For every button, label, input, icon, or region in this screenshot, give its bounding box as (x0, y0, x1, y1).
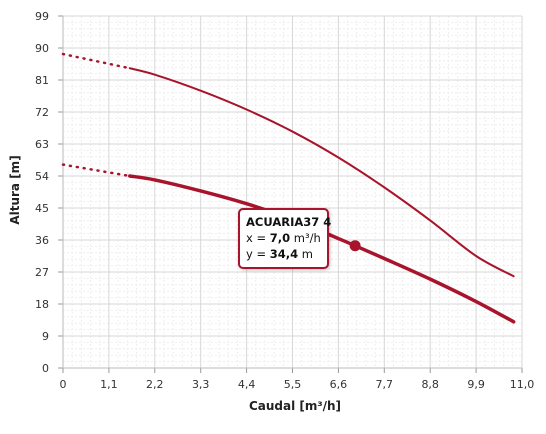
axes: 0 1,1 2,2 3,3 4,4 5,5 6,6 7,7 8,8 9,9 11,0 0 9 18 27 36… (35, 10, 534, 391)
tooltip-y-label: y = (246, 247, 267, 261)
x-tick-label: 4,4 (238, 378, 256, 391)
y-tick-label: 36 (35, 234, 49, 247)
tooltip-y-unit: m (301, 247, 313, 261)
x-tick-label: 9,9 (467, 378, 485, 391)
y-tick-label: 90 (35, 42, 49, 55)
tooltip-x-row: x = 7,0 m³/h (246, 230, 321, 246)
x-tick-label: 8,8 (421, 378, 439, 391)
y-tick-label: 0 (42, 362, 49, 375)
tooltip-x-label: x = (246, 231, 267, 245)
x-tick-label: 11,0 (510, 378, 535, 391)
x-tick-label: 3,3 (192, 378, 210, 391)
y-tick-label: 63 (35, 138, 49, 151)
series-layer (61, 52, 516, 324)
tooltip-y-row: y = 34,4 m (246, 246, 321, 262)
y-tick-label: 45 (35, 202, 49, 215)
highlighted-point (349, 240, 361, 252)
y-tick-label: 54 (35, 170, 49, 183)
y-tick-label: 81 (35, 74, 49, 87)
x-tick-label: 7,7 (376, 378, 394, 391)
x-tick-label: 5,5 (284, 378, 302, 391)
point-tooltip: ACUARIA37 4 x = 7,0 m³/h y = 34,4 m (238, 208, 332, 269)
tooltip-y-value: 34,4 (269, 247, 299, 261)
marker-layer (349, 240, 361, 252)
x-tick-label: 1,1 (100, 378, 118, 391)
y-tick-label: 27 (35, 266, 49, 279)
y-tick-label: 18 (35, 298, 49, 311)
y-axis-title: Altura [m] (8, 155, 22, 224)
series-1-line (128, 67, 515, 278)
tooltip-x-unit: m³/h (293, 231, 321, 245)
y-tick-label: 9 (42, 330, 49, 343)
tooltip-title: ACUARIA37 4 (246, 215, 332, 229)
series-1-dotted-segment (61, 52, 132, 70)
y-tick-label: 72 (35, 106, 49, 119)
y-tick-label: 99 (35, 10, 49, 23)
x-tick-label: 0 (60, 378, 67, 391)
x-axis-title: Caudal [m³/h] (249, 399, 341, 413)
tooltip-x-value: 7,0 (269, 231, 291, 245)
x-tick-label: 2,2 (146, 378, 164, 391)
x-tick-label: 6,6 (330, 378, 348, 391)
series-2-dotted-segment (61, 163, 132, 178)
series-2-line (128, 174, 516, 324)
